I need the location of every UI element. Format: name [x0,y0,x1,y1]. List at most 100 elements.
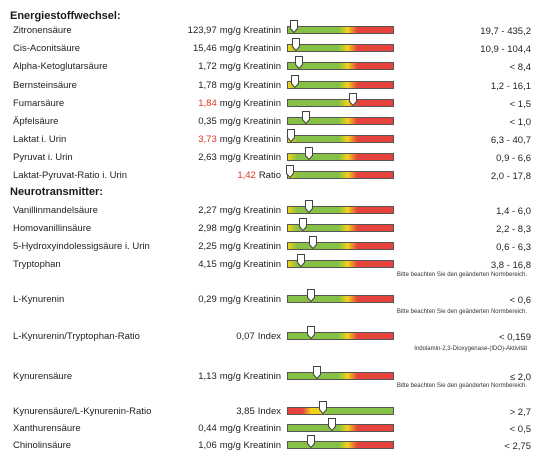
reference-range: ≤ 2,0 [509,372,531,383]
value-number: 0,35 [198,116,217,127]
result-row: L-Kynurenin 0,29 mg/g Kreatinin < 0,6 [0,289,543,307]
value-number: 1,72 [198,61,217,72]
analyte-value: 0,07 Index [236,331,281,342]
value-number: 2,63 [198,152,217,163]
range-marker-icon [294,56,303,69]
result-row: Laktat i. Urin 3,73 mg/g Kreatinin 6,3 - … [0,129,543,147]
analyte-name: L-Kynurenin [13,294,65,305]
analyte-value: 2,27 mg/g Kreatinin [198,205,281,216]
reference-range: < 1,5 [509,99,531,110]
reference-range: < 0,6 [509,295,531,306]
range-marker-icon [305,200,313,213]
analyte-value: 1,13 mg/g Kreatinin [198,371,281,382]
value-number: 1,13 [198,371,217,382]
result-row: Laktat-Pyruvat-Ratio i. Urin 1,42 Ratio 2… [0,165,543,183]
analyte-value: 1,42 Ratio [237,170,281,181]
range-bar [287,254,394,268]
reference-range: 1,4 - 6,0 [496,206,531,217]
value-number: 1,84 [198,98,217,109]
value-number: 0,07 [236,331,255,342]
range-bar [287,218,394,232]
result-row: 5-Hydroxyindolessigsäure i. Urin 2,25 mg/… [0,236,543,254]
value-unit: mg/g Kreatinin [219,205,281,216]
result-row: Homovanillinsäure 2,98 mg/g Kreatinin 2,2… [0,218,543,236]
reference-range: 2,0 - 17,8 [490,171,531,182]
reference-range: 10,9 - 104,4 [480,44,531,55]
value-number: 3,85 [236,406,255,417]
value-number: 1,42 [237,170,256,181]
result-row: Zitronensäure 123,97 mg/g Kreatinin 19,7 … [0,20,543,38]
range-bar [287,93,394,107]
value-unit: mg/g Kreatinin [219,241,281,252]
range-marker-icon [298,218,307,231]
range-bar [287,401,394,415]
result-row: Kynurensäure 1,13 mg/g Kreatinin ≤ 2,0 [0,366,543,384]
range-marker-icon [305,147,313,160]
range-marker-icon [286,165,295,178]
note-range-changed: Bitte beachten Sie den geänderten Normbe… [396,309,527,315]
value-number: 0,44 [198,423,217,434]
analyte-name: Kynurensäure/L-Kynurenin-Ratio [13,406,152,417]
analyte-value: 3,73 mg/g Kreatinin [198,134,281,145]
range-bar [287,38,394,52]
analyte-name: Laktat-Pyruvat-Ratio i. Urin [13,170,128,181]
value-number: 4,15 [198,259,217,270]
reference-range: < 1,0 [509,117,531,128]
analyte-value: 2,25 mg/g Kreatinin [198,241,281,252]
reference-range: < 2,75 [504,441,531,452]
range-marker-icon [307,289,316,302]
analyte-value: 3,85 Index [236,406,281,417]
value-unit: Index [257,406,281,417]
range-bar [287,418,394,432]
range-bar [287,20,394,34]
result-row: Fumarsäure 1,84 mg/g Kreatinin < 1,5 [0,93,543,111]
analyte-value: 0,44 mg/g Kreatinin [198,423,281,434]
note-range-changed: Bitte beachten Sie den geänderten Normbe… [396,272,527,278]
section-title-neurotransmitter: Neurotransmitter: [10,186,103,198]
section-title-energiestoffwechsel: Energiestoffwechsel: [10,10,121,22]
value-unit: mg/g Kreatinin [219,134,281,145]
result-row: Chinolinsäure 1,06 mg/g Kreatinin < 2,75 [0,435,543,453]
value-number: 2,98 [198,223,217,234]
value-unit: mg/g Kreatinin [219,294,281,305]
analyte-value: 1,72 mg/g Kreatinin [198,61,281,72]
value-unit: mg/g Kreatinin [219,259,281,270]
range-bar [287,200,394,214]
range-bar [287,75,394,89]
analyte-name: Äpfelsäure [13,116,59,127]
reference-range: < 0,5 [509,424,531,435]
analyte-name: Tryptophan [13,259,61,270]
value-unit: mg/g Kreatinin [219,152,281,163]
range-bar [287,289,394,303]
range-marker-icon [296,254,305,267]
analyte-name: 5-Hydroxyindolessigsäure i. Urin [13,241,150,252]
analyte-value: 123,97 mg/g Kreatinin [188,25,281,36]
range-bar [287,56,394,70]
analyte-value: 0,35 mg/g Kreatinin [198,116,281,127]
analyte-name: Pyruvat i. Urin [13,152,73,163]
analyte-value: 4,15 mg/g Kreatinin [198,259,281,270]
reference-range: 19,7 - 435,2 [480,26,531,37]
range-marker-icon [301,111,310,124]
range-marker-icon [292,38,301,51]
range-marker-icon [290,20,299,33]
value-unit: mg/g Kreatinin [219,116,281,127]
result-row: Vanillinmandelsäure 2,27 mg/g Kreatinin 1… [0,200,543,218]
analyte-value: 2,63 mg/g Kreatinin [198,152,281,163]
result-row: Alpha-Ketoglutarsäure 1,72 mg/g Kreatinin… [0,56,543,74]
range-marker-icon [318,401,327,414]
value-unit: Ratio [258,170,281,181]
value-number: 1,78 [198,80,217,91]
note-range-changed: Bitte beachten Sie den geänderten Normbe… [396,383,527,389]
analyte-name: Vanillinmandelsäure [13,205,98,216]
analyte-value: 2,98 mg/g Kreatinin [198,223,281,234]
analyte-name: Chinolinsäure [13,440,72,451]
reference-range: < 8,4 [509,62,531,73]
value-unit: mg/g Kreatinin [219,43,281,54]
analyte-name: Xanthurensäure [13,423,81,434]
analyte-value: 1,84 mg/g Kreatinin [198,98,281,109]
value-number: 123,97 [187,25,217,36]
value-number: 3,73 [198,134,217,145]
range-bar [287,111,394,125]
analyte-name: Alpha-Ketoglutarsäure [13,61,108,72]
